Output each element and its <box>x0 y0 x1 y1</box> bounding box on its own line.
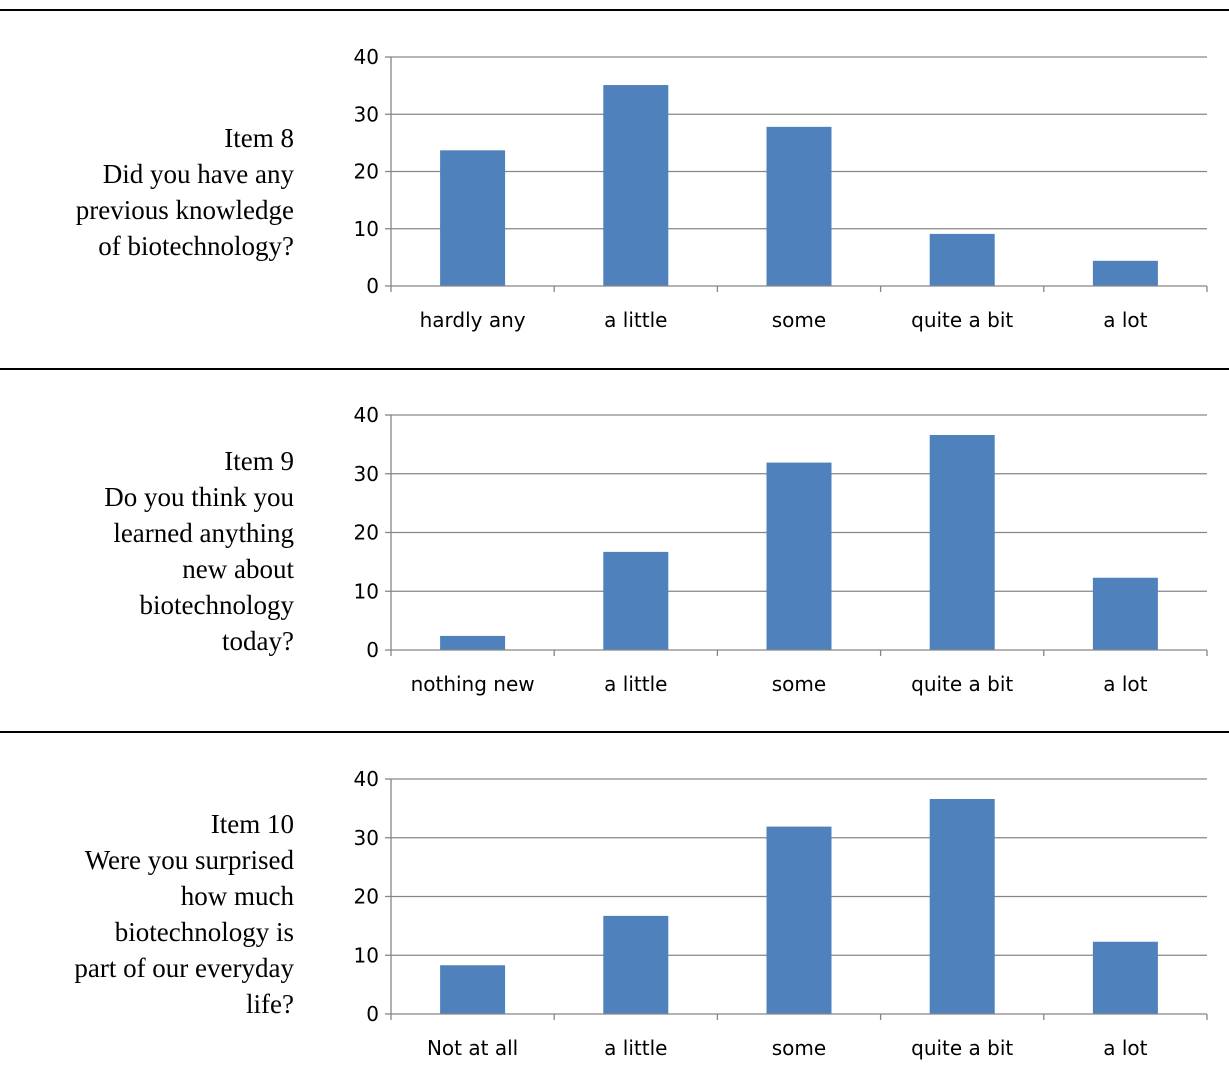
chart-1-category-label-4: a lot <box>1103 672 1147 696</box>
chart-1-bar-3 <box>930 435 995 650</box>
chart-1-category-label-0: nothing new <box>411 672 535 696</box>
chart-2-ytick-label-1: 10 <box>354 943 379 967</box>
chart-1-category-label-3: quite a bit <box>911 672 1013 696</box>
chart-0-bar-4 <box>1093 261 1158 286</box>
chart-0-category-label-3: quite a bit <box>911 308 1013 332</box>
chart-0-ytick-label-0: 0 <box>366 274 379 298</box>
chart-1-ytick-label-2: 20 <box>354 521 379 545</box>
chart-1-bar-0 <box>440 636 505 650</box>
chart-1-ytick-label-1: 10 <box>354 579 379 603</box>
chart-1-bar-1 <box>603 552 668 650</box>
chart-0-bar-3 <box>930 234 995 286</box>
chart-0-category-label-1: a little <box>604 308 667 332</box>
chart-2-ytick-label-0: 0 <box>366 1002 379 1026</box>
chart-0-bar-1 <box>603 85 668 286</box>
chart-0-ytick-label-2: 20 <box>354 160 379 184</box>
chart-0-category-label-2: some <box>772 308 826 332</box>
chart-2-bar-4 <box>1093 942 1158 1014</box>
chart-1-ytick-label-4: 40 <box>354 403 379 427</box>
chart-1-bar-4 <box>1093 578 1158 650</box>
chart-1-ytick-label-0: 0 <box>366 638 379 662</box>
chart-2-bar-2 <box>767 827 832 1014</box>
chart-0-category-label-0: hardly any <box>420 308 526 332</box>
chart-2-ytick-label-4: 40 <box>354 767 379 791</box>
chart-2-category-label-0: Not at all <box>427 1036 518 1060</box>
chart-1-category-label-2: some <box>772 672 826 696</box>
chart-0-ytick-label-1: 10 <box>354 217 379 241</box>
chart-1-bar-2 <box>767 463 832 650</box>
chart-0-ytick-label-3: 30 <box>354 102 379 126</box>
chart-1-category-label-1: a little <box>604 672 667 696</box>
chart-2-bar-1 <box>603 916 668 1014</box>
chart-2-category-label-3: quite a bit <box>911 1036 1013 1060</box>
chart-2-ytick-label-3: 30 <box>354 826 379 850</box>
chart-2-category-label-4: a lot <box>1103 1036 1147 1060</box>
chart-2-category-label-1: a little <box>604 1036 667 1060</box>
chart-0-bar-0 <box>440 150 505 286</box>
chart-1-ytick-label-3: 30 <box>354 462 379 486</box>
chart-2-ytick-label-2: 20 <box>354 885 379 909</box>
chart-2-bar-0 <box>440 965 505 1014</box>
chart-2-category-label-2: some <box>772 1036 826 1060</box>
chart-0-ytick-label-4: 40 <box>354 45 379 69</box>
chart-2-bar-3 <box>930 799 995 1014</box>
chart-0-bar-2 <box>767 127 832 286</box>
chart-0-category-label-4: a lot <box>1103 308 1147 332</box>
